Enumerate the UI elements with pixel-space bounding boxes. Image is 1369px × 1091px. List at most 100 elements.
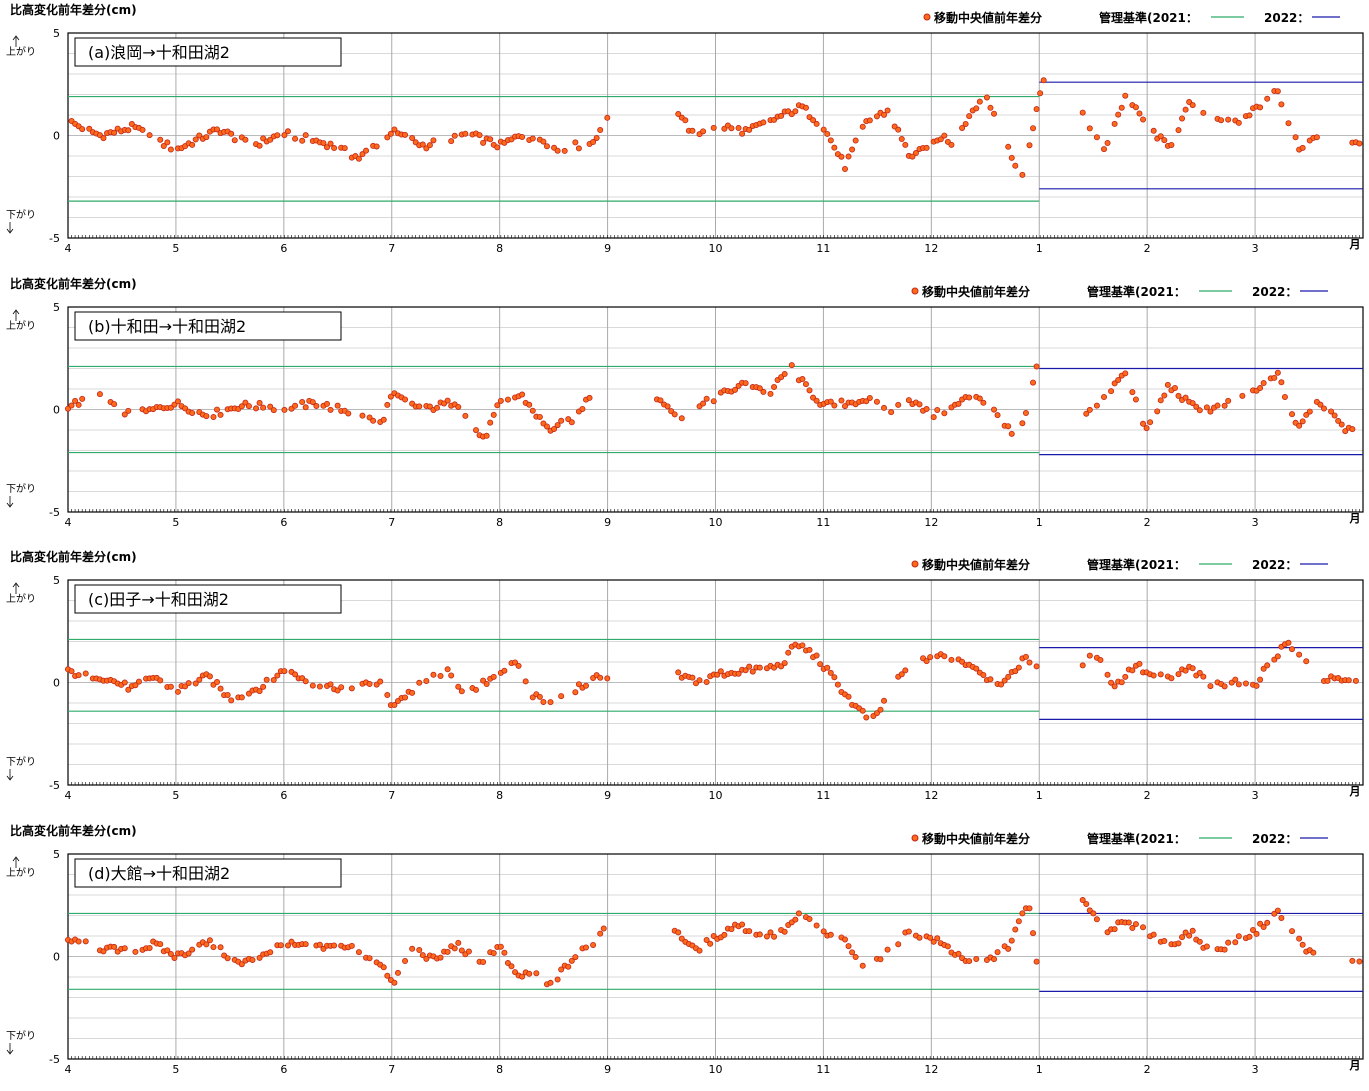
data-point [845, 943, 852, 950]
data-point [1015, 918, 1022, 925]
data-point [1171, 384, 1178, 391]
data-point [302, 941, 309, 948]
data-point [1140, 116, 1147, 123]
data-point [760, 388, 767, 395]
data-point [902, 141, 909, 148]
y-tick-label: 5 [53, 27, 60, 40]
data-point [827, 669, 834, 676]
data-point [490, 411, 497, 418]
data-point [710, 124, 717, 131]
data-point [1175, 392, 1182, 399]
legend-series-label: 移動中央値前年差分 [934, 10, 1042, 25]
data-point [426, 142, 433, 149]
data-point [1132, 396, 1139, 403]
chart-title-box: (b)十和田→十和田湖2 [74, 311, 342, 341]
legend-series-label: 移動中央値前年差分 [922, 557, 1030, 572]
data-point [75, 938, 82, 945]
x-tick-label: 1 [1036, 242, 1043, 255]
data-point [1328, 408, 1335, 415]
data-point [703, 395, 710, 402]
data-point [689, 674, 696, 681]
y-axis-label: 比高変化前年差分(cm) [10, 549, 137, 564]
data-point [675, 929, 682, 936]
data-point [458, 688, 465, 695]
data-point [323, 144, 330, 151]
data-point [1352, 677, 1359, 684]
data-point [1342, 428, 1349, 435]
x-tick-label: 11 [816, 1063, 830, 1076]
chart-title: (d)大館→十和田湖2 [88, 864, 230, 883]
x-unit-label: 月 [1349, 785, 1361, 798]
data-point [881, 111, 888, 118]
y-tick-label: 0 [53, 677, 60, 690]
data-point [430, 671, 437, 678]
data-point [75, 401, 82, 408]
data-point [597, 930, 604, 937]
data-point [742, 667, 749, 674]
legend: 移動中央値前年差分 管理基準(2021： 2022： [911, 284, 1328, 299]
down-label: 下がり [6, 208, 36, 221]
data-point [664, 403, 671, 410]
data-point [79, 126, 86, 133]
data-point [973, 956, 980, 963]
data-point [327, 140, 334, 147]
data-point [132, 682, 139, 689]
data-point [515, 662, 522, 669]
chart-panel-c: 比高変化前年差分(cm) 移動中央値前年差分 管理基準(2021： 2022： 5 0 -5… [6, 549, 1364, 802]
data-point [1203, 404, 1210, 411]
data-point [1345, 677, 1352, 684]
data-point [554, 422, 561, 429]
data-point [519, 391, 526, 398]
data-point [1274, 907, 1281, 914]
data-point [873, 113, 880, 120]
data-point [565, 963, 572, 970]
data-point [121, 679, 128, 686]
data-point [242, 399, 249, 406]
data-point [409, 945, 416, 952]
data-point [1026, 905, 1033, 912]
data-point [1179, 934, 1186, 941]
y-tick-label: 5 [53, 301, 60, 314]
data-point [1278, 101, 1285, 108]
data-point [714, 671, 721, 678]
data-point [1104, 140, 1111, 147]
data-point [1012, 926, 1019, 933]
legend-marker [911, 834, 919, 842]
legend-marker [923, 13, 931, 21]
data-point [831, 144, 838, 151]
data-point [1349, 957, 1356, 964]
data-point [1001, 677, 1008, 684]
data-point [593, 134, 600, 141]
data-point [1005, 673, 1012, 680]
data-point [1189, 927, 1196, 934]
data-point [806, 387, 813, 394]
up-arrowhead-icon [12, 856, 20, 862]
data-point [1235, 681, 1242, 688]
data-point [1196, 669, 1203, 676]
data-point [802, 381, 809, 388]
data-point [540, 138, 547, 145]
data-point [473, 427, 480, 434]
data-point [1317, 401, 1324, 408]
data-point [1122, 673, 1129, 680]
data-point [1239, 392, 1246, 399]
data-point [1338, 421, 1345, 428]
data-point [402, 958, 409, 965]
data-point [121, 411, 128, 418]
data-point [884, 946, 891, 953]
data-point [341, 145, 348, 152]
data-point [313, 403, 320, 410]
legend-marker [911, 560, 919, 568]
data-point [888, 409, 895, 416]
data-point [476, 132, 483, 139]
y-axis-label: 比高変化前年差分(cm) [10, 823, 137, 838]
data-point [1143, 425, 1150, 432]
legend-baseline-2021-label: 管理基準(2021： [1087, 557, 1186, 572]
data-point [806, 646, 813, 653]
data-point [792, 916, 799, 923]
data-point [192, 136, 199, 143]
y-tick-label: -5 [49, 779, 60, 792]
x-tick-label: 7 [388, 789, 395, 802]
data-point [1129, 667, 1136, 674]
data-point [267, 403, 274, 410]
